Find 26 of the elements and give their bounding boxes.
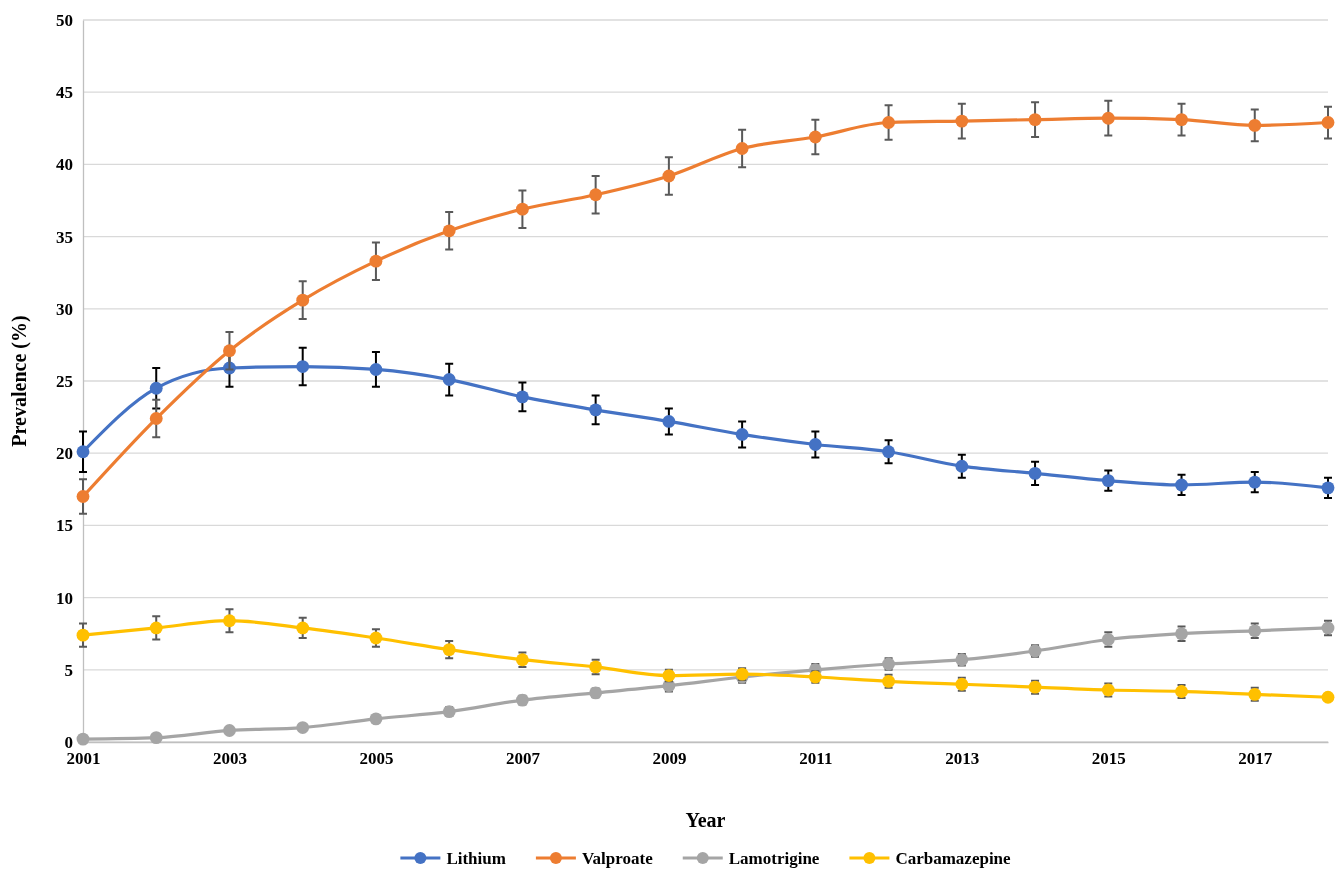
legend-label: Lamotrigine: [728, 849, 820, 868]
x-axis-title: Year: [685, 809, 726, 831]
legend-label: Valproate: [581, 849, 654, 868]
x-tick-label: 2017: [1238, 749, 1273, 769]
x-tick-label: 2013: [945, 749, 980, 769]
y-axis-title: Prevalence (%): [8, 315, 31, 447]
y-tick-label: 25: [56, 371, 73, 391]
legend-label: Lithium: [446, 849, 506, 868]
y-tick-label: 45: [56, 83, 73, 103]
x-tick-label: 2015: [1091, 749, 1126, 769]
y-tick-label: 5: [64, 660, 73, 680]
x-tick-label: 2003: [212, 749, 247, 769]
y-tick-label: 30: [56, 299, 73, 319]
x-tick-label: 2001: [66, 749, 101, 769]
y-tick-label: 40: [56, 155, 73, 175]
y-tick-label: 20: [56, 444, 73, 464]
legend-label: Carbamazepine: [895, 849, 1012, 868]
y-tick-label: 50: [56, 10, 73, 30]
x-tick-label: 2005: [359, 749, 394, 769]
x-tick-label: 2009: [652, 749, 687, 769]
y-tick-label: 0: [64, 732, 73, 752]
y-tick-label: 15: [56, 516, 73, 536]
y-tick-label: 35: [56, 227, 73, 247]
y-tick-label: 10: [56, 588, 73, 608]
x-tick-label: 2011: [799, 749, 833, 769]
x-tick-label: 2007: [505, 749, 541, 769]
